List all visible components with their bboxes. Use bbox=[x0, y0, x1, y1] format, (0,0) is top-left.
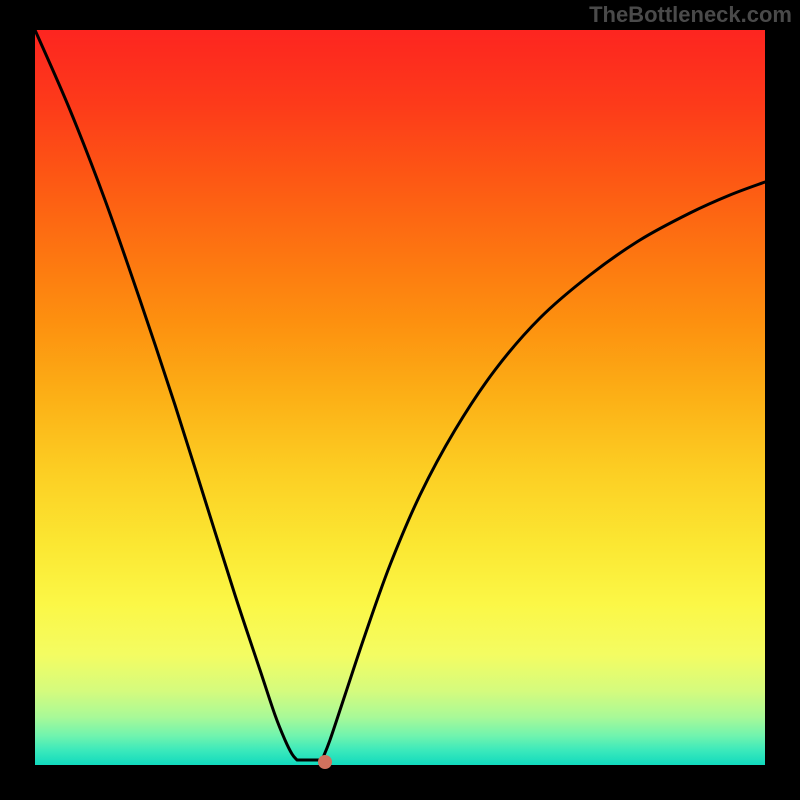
chart-plot-area bbox=[35, 30, 765, 765]
chart-container: TheBottleneck.com bbox=[0, 0, 800, 800]
bottleneck-chart bbox=[0, 0, 800, 800]
watermark-text: TheBottleneck.com bbox=[589, 2, 792, 28]
optimal-point-marker bbox=[318, 755, 332, 769]
